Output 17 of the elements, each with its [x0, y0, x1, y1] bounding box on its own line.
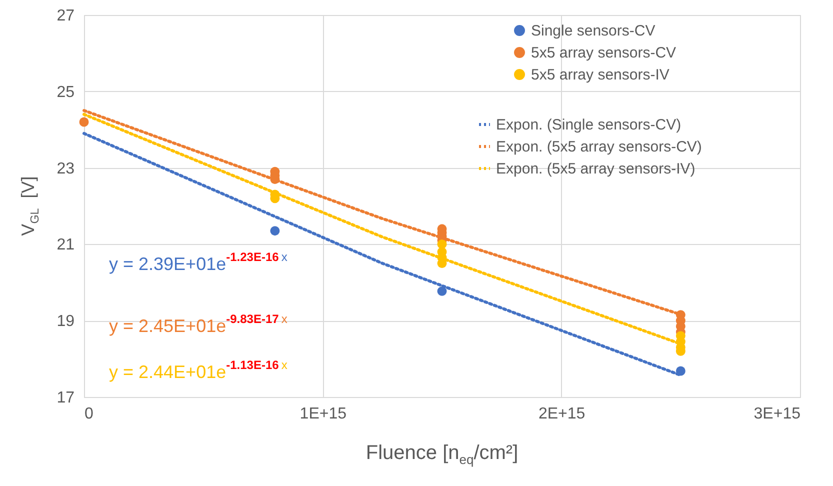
- legend-label: 5x5 array sensors-CV: [531, 44, 676, 62]
- legend-label: Expon. (5x5 array sensors-CV): [496, 138, 702, 156]
- y-tick-label: 27: [56, 8, 75, 24]
- legend-label: Expon. (Single sensors-CV): [496, 116, 682, 134]
- legend-label: Expon. (5x5 array sensors-IV): [496, 160, 696, 178]
- y-tick-label: 23: [56, 160, 75, 178]
- y-tick-label: 19: [56, 313, 75, 330]
- x-tick-label: 2E+15: [538, 406, 586, 422]
- y-tick-label: 25: [56, 84, 75, 101]
- legend-label: 5x5 array sensors-IV: [531, 66, 670, 84]
- x-tick-label: 1E+15: [300, 406, 347, 422]
- x-tick-label: 0: [84, 406, 94, 422]
- x-tick-label: 3E+15: [754, 406, 801, 422]
- y-tick-label: 21: [56, 236, 75, 254]
- y-tick-label: 17: [56, 390, 75, 406]
- y-axis-title: VGL [V]: [18, 176, 42, 236]
- legend-label: Single sensors-CV: [531, 22, 656, 40]
